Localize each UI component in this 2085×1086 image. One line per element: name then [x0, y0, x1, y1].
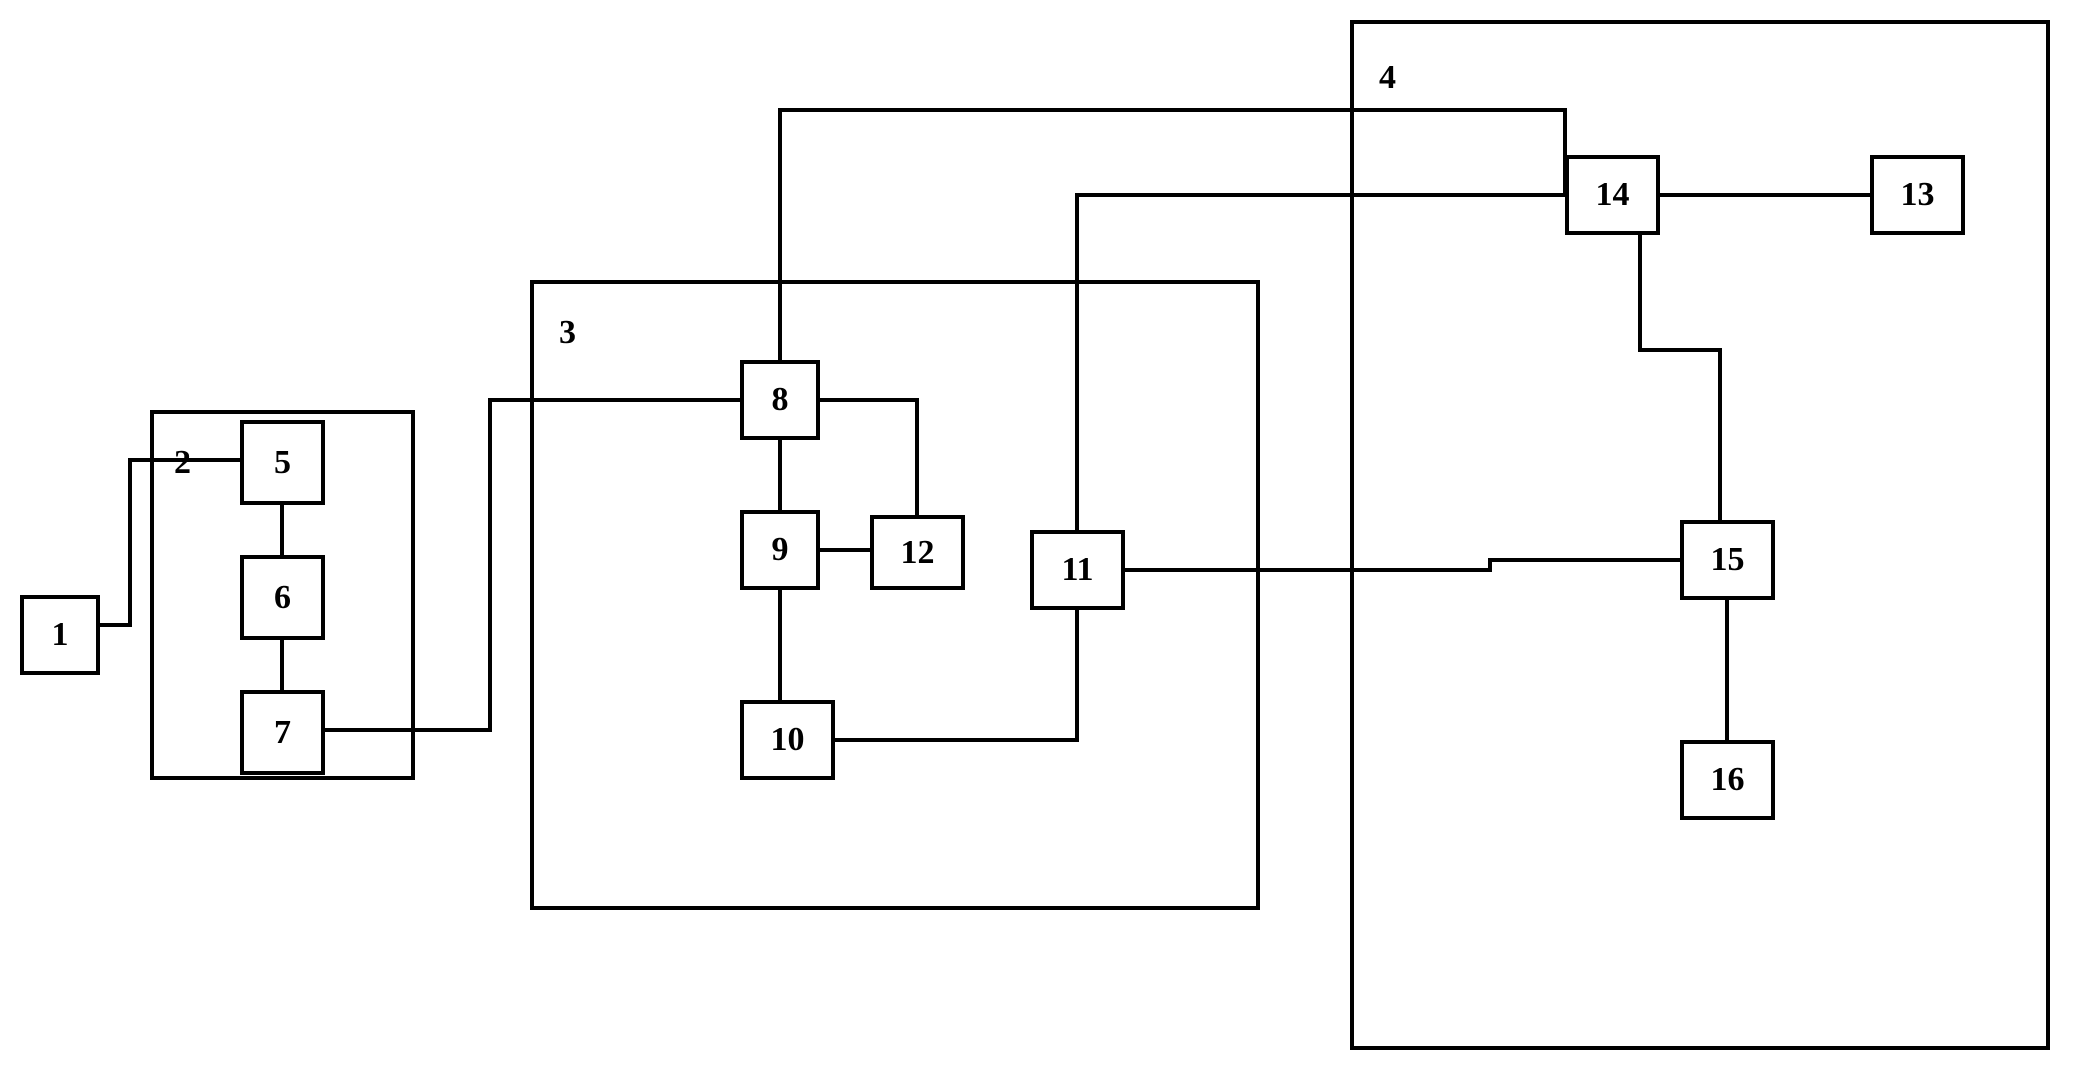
node-label: 10 — [771, 721, 805, 759]
node-6: 6 — [240, 555, 325, 640]
node-11: 11 — [1030, 530, 1125, 610]
node-label: 9 — [772, 531, 789, 569]
node-label: 1 — [52, 616, 69, 654]
node-label: 14 — [1596, 176, 1630, 214]
node-label: 5 — [274, 444, 291, 482]
node-10: 10 — [740, 700, 835, 780]
node-16: 16 — [1680, 740, 1775, 820]
group-label-3: 3 — [559, 314, 576, 352]
node-1: 1 — [20, 595, 100, 675]
node-13: 13 — [1870, 155, 1965, 235]
node-15: 15 — [1680, 520, 1775, 600]
node-label: 12 — [901, 534, 935, 572]
group-label-2: 2 — [174, 444, 191, 482]
node-14: 14 — [1565, 155, 1660, 235]
node-label: 7 — [274, 714, 291, 752]
node-label: 15 — [1711, 541, 1745, 579]
node-label: 6 — [274, 579, 291, 617]
node-label: 16 — [1711, 761, 1745, 799]
node-5: 5 — [240, 420, 325, 505]
node-label: 8 — [772, 381, 789, 419]
node-8: 8 — [740, 360, 820, 440]
group-label-4: 4 — [1379, 59, 1396, 97]
node-label: 13 — [1901, 176, 1935, 214]
node-label: 11 — [1061, 551, 1093, 589]
node-7: 7 — [240, 690, 325, 775]
node-9: 9 — [740, 510, 820, 590]
diagram-container: 2 3 4 1 5 6 7 8 9 10 11 12 13 14 15 16 — [0, 0, 2085, 1086]
node-12: 12 — [870, 515, 965, 590]
